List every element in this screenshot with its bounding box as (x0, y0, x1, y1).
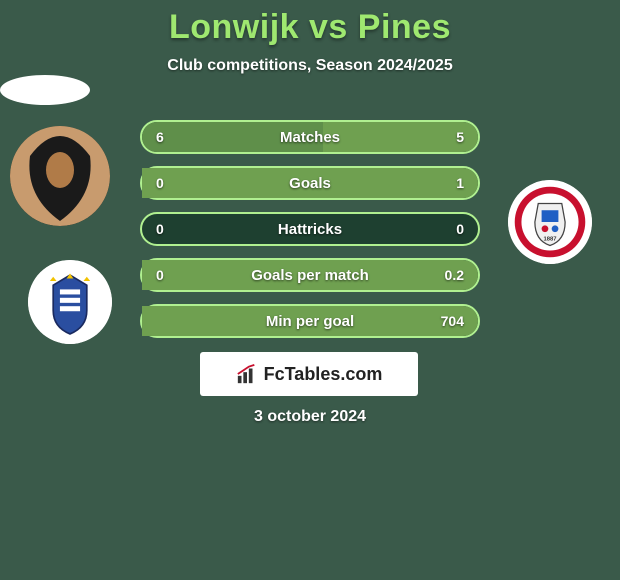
stat-left-value: 0 (156, 267, 164, 283)
stat-label: Min per goal (266, 313, 354, 330)
stat-left-value: 0 (156, 221, 164, 237)
stat-row: 0 Goals per match 0.2 (140, 258, 480, 292)
subtitle: Club competitions, Season 2024/2025 (0, 57, 620, 75)
stat-right-value: 0 (456, 221, 464, 237)
stat-row: 6 Matches 5 (140, 120, 480, 154)
stat-label: Matches (280, 129, 340, 146)
stat-right-value: 5 (456, 129, 464, 145)
stat-fill-right (323, 122, 478, 152)
stat-label: Goals per match (251, 267, 369, 284)
stat-left-value: 0 (156, 175, 164, 191)
stat-row: 0 Hattricks 0 (140, 212, 480, 246)
stat-left-value: 6 (156, 129, 164, 145)
logo-text: FcTables.com (264, 364, 383, 385)
svg-text:1887: 1887 (543, 236, 556, 242)
player-left-avatar (10, 126, 110, 226)
player-right-avatar (0, 75, 90, 105)
stat-right-value: 0.2 (445, 267, 464, 283)
stat-label: Goals (289, 175, 331, 192)
page-title: Lonwijk vs Pines (0, 0, 620, 47)
date-text: 3 october 2024 (0, 408, 620, 426)
club-right-crest: 1887 (508, 180, 592, 264)
stat-row: Min per goal 704 (140, 304, 480, 338)
stats-container: 6 Matches 5 0 Goals 1 0 Hattricks 0 0 Goals per ma… (140, 120, 480, 350)
chart-icon (236, 363, 258, 385)
stat-right-value: 1 (456, 175, 464, 191)
fctables-logo[interactable]: FcTables.com (200, 352, 418, 396)
stat-label: Hattricks (278, 221, 342, 238)
stat-right-value: 704 (441, 313, 464, 329)
club-left-crest (28, 260, 112, 344)
stat-row: 0 Goals 1 (140, 166, 480, 200)
